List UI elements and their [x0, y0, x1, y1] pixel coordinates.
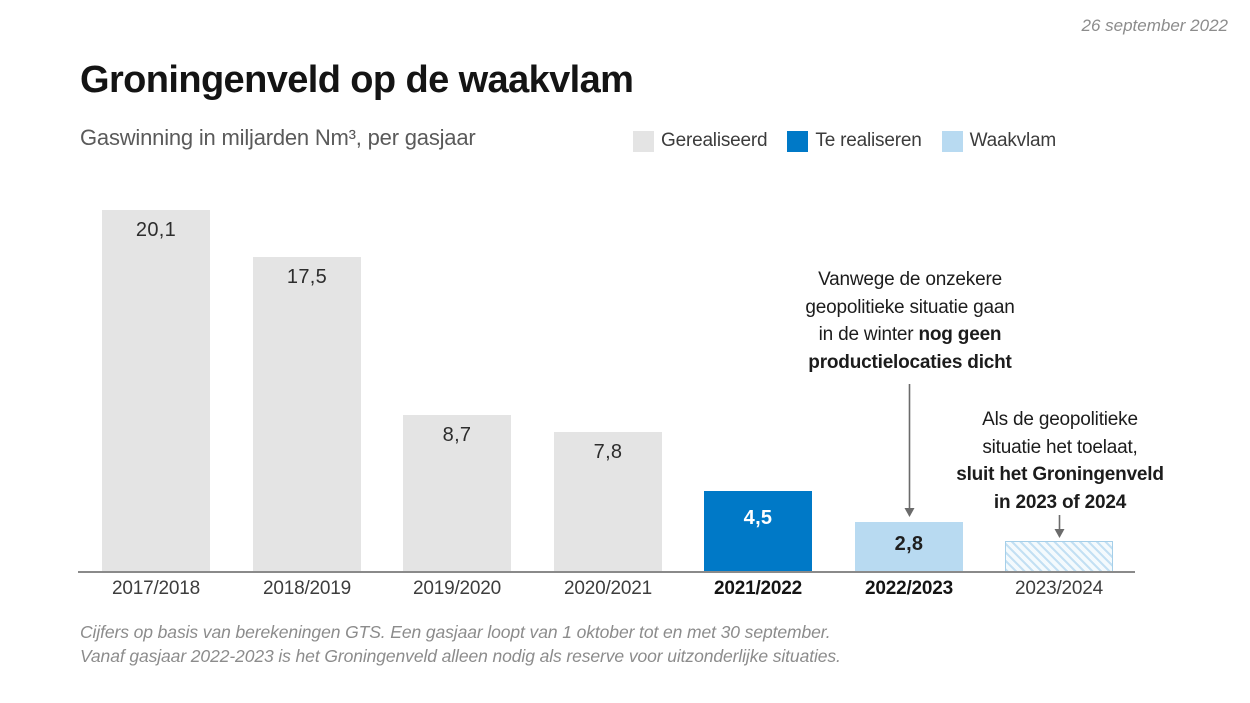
legend-item-gerealiseerd: Gerealiseerd: [633, 130, 768, 152]
bar-value-label: 17,5: [286, 266, 328, 288]
x-axis-label-2018-2019: 2018/2019: [262, 578, 351, 599]
x-axis-label-2019-2020: 2019/2020: [412, 578, 501, 599]
bar-2022-2023: 2,8: [855, 522, 963, 572]
source-note-line2: Vanaf gasjaar 2022-2023 is het Groningen…: [80, 646, 841, 666]
x-axis-label-2017-2018: 2017/2018: [111, 578, 200, 599]
arrow-down-icon: [904, 384, 915, 517]
page-title: Groningenveld op de waakvlam: [80, 59, 634, 101]
source-note: Cijfers op basis van berekeningen GTS. E…: [80, 620, 841, 668]
legend-label-gerealiseerd: Gerealiseerd: [661, 130, 768, 151]
annotation-line: situatie het toelaat,: [982, 436, 1138, 458]
annotation-line: sluit het Groningenveld: [956, 464, 1164, 485]
annotation-line: geopolitieke situatie gaan: [805, 296, 1015, 318]
legend-label-waakvlam: Waakvlam: [969, 130, 1057, 151]
bar-2021-2022: 4,5: [704, 491, 812, 572]
bar-value-label: 8,7: [442, 424, 472, 446]
arrow-down-icon: [1054, 515, 1065, 538]
legend: Gerealiseerd Te realiseren Waakvlam: [633, 130, 1056, 152]
annotation-line: productielocaties dicht: [808, 351, 1012, 373]
bar-2023-2024: [1005, 541, 1113, 572]
x-axis-line: [78, 571, 1135, 573]
x-axis-label-2020-2021: 2020/2021: [563, 578, 652, 599]
legend-item-te-realiseren: Te realiseren: [787, 130, 922, 152]
legend-swatch-te-realiseren: [787, 130, 809, 152]
legend-label-te-realiseren: Te realiseren: [815, 130, 922, 151]
bar-2019-2020: 8,7: [403, 415, 511, 572]
x-axis-label-2023-2024: 2023/2024: [1014, 578, 1103, 599]
annotation-no-closures: Vanwege de onzekere geopolitieke situatie…: [770, 266, 1050, 376]
annotation-field-closure: Als de geopolitieke situatie het toelaat,…: [940, 406, 1180, 516]
bar-2018-2019: 17,5: [253, 257, 361, 572]
legend-swatch-gerealiseerd: [633, 130, 654, 152]
publication-date: 26 september 2022: [1081, 16, 1229, 35]
annotation-line: Als de geopolitieke: [982, 409, 1138, 430]
bar-value-label: 7,8: [593, 441, 623, 463]
source-note-line1: Cijfers op basis van berekeningen GTS. E…: [80, 622, 831, 642]
bar-value-label: 20,1: [135, 219, 177, 241]
annotation-line: in 2023 of 2024: [993, 491, 1127, 513]
x-axis-label-2021-2022: 2021/2022: [713, 578, 802, 599]
annotation-line: Vanwege de onzekere: [818, 269, 1002, 290]
bar-2017-2018: 20,1: [102, 210, 210, 572]
legend-item-waakvlam: Waakvlam: [941, 130, 1057, 152]
x-axis-label-2022-2023: 2022/2023: [864, 578, 953, 599]
chart-subtitle: Gaswinning in miljarden Nm³, per gasjaar: [80, 125, 476, 150]
bar-2020-2021: 7,8: [554, 432, 662, 572]
bar-value-label: 2,8: [894, 533, 924, 555]
annotation-line: in de winter nog geen: [818, 324, 1002, 345]
bar-value-label: 4,5: [743, 507, 773, 529]
legend-swatch-waakvlam: [941, 130, 963, 152]
